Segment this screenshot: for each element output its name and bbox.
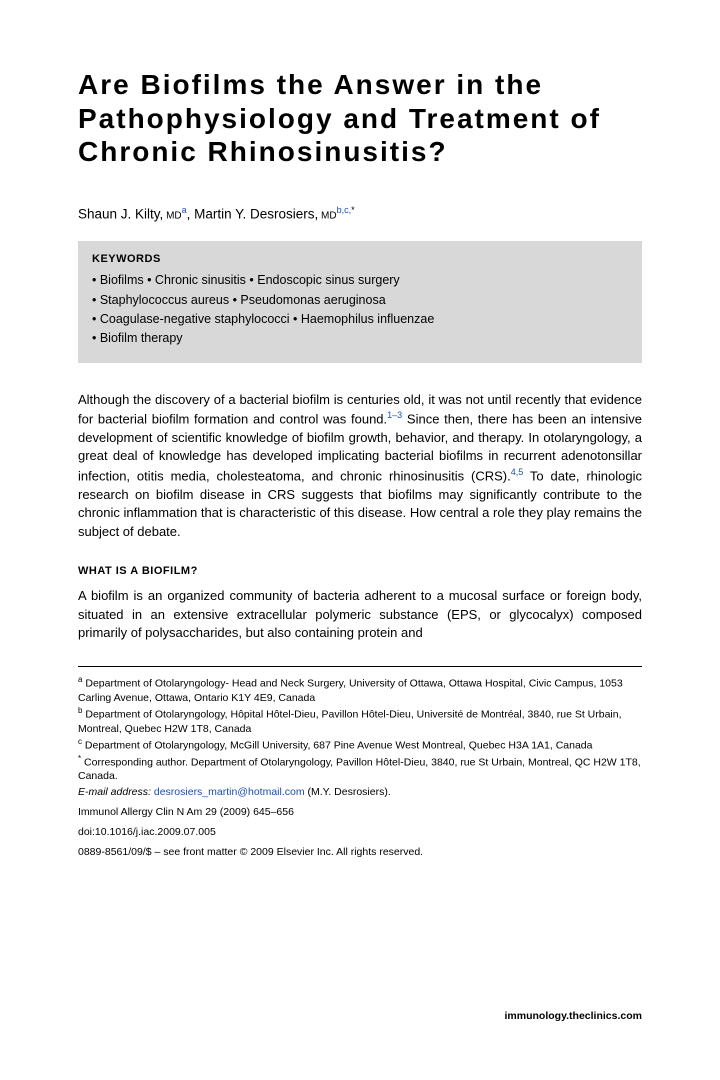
section-heading: WHAT IS A BIOFILM? <box>78 565 642 577</box>
author-1-degree: MD <box>163 210 181 221</box>
author-2-name: Martin Y. Desrosiers, <box>194 206 318 221</box>
keywords-line: • Biofilms • Chronic sinusitis • Endosco… <box>92 271 628 290</box>
intro-paragraph: Although the discovery of a bacterial bi… <box>78 391 642 541</box>
copyright-line: 0889-8561/09/$ – see front matter © 2009… <box>78 845 642 859</box>
keywords-line: • Coagulase-negative staphylococci • Hae… <box>92 310 628 329</box>
author-1-name: Shaun J. Kilty, <box>78 206 163 221</box>
article-title: Are Biofilms the Answer in the Pathophys… <box>78 68 642 169</box>
keywords-box: KEYWORDS • Biofilms • Chronic sinusitis … <box>78 241 642 363</box>
doi-line: doi:10.1016/j.iac.2009.07.005 <box>78 825 642 839</box>
keywords-heading: KEYWORDS <box>92 253 628 265</box>
affiliation-c: c Department of Otolaryngology, McGill U… <box>78 737 642 753</box>
email-link[interactable]: desrosiers_martin@hotmail.com <box>154 786 305 798</box>
author-2-degree: MD <box>318 210 336 221</box>
author-line: Shaun J. Kilty, MDa, Martin Y. Desrosier… <box>78 205 642 222</box>
affiliation-b: b Department of Otolaryngology, Hôpital … <box>78 706 642 736</box>
citation-sup[interactable]: 1–3 <box>387 410 402 420</box>
author-2-corresponding-sup: * <box>351 205 355 215</box>
author-2-affil-sup: b,c, <box>337 205 352 215</box>
citation-sup[interactable]: 4,5 <box>511 467 524 477</box>
section-paragraph: A biofilm is an organized community of b… <box>78 587 642 642</box>
journal-citation: Immunol Allergy Clin N Am 29 (2009) 645–… <box>78 805 642 819</box>
keywords-line: • Staphylococcus aureus • Pseudomonas ae… <box>92 291 628 310</box>
affiliation-corresponding: * Corresponding author. Department of Ot… <box>78 754 642 784</box>
email-line: E-mail address: desrosiers_martin@hotmai… <box>78 785 642 799</box>
keywords-line: • Biofilm therapy <box>92 329 628 348</box>
affiliations-block: a Department of Otolaryngology- Head and… <box>78 666 642 859</box>
affiliation-a: a Department of Otolaryngology- Head and… <box>78 675 642 705</box>
journal-url[interactable]: immunology.theclinics.com <box>505 1010 643 1022</box>
